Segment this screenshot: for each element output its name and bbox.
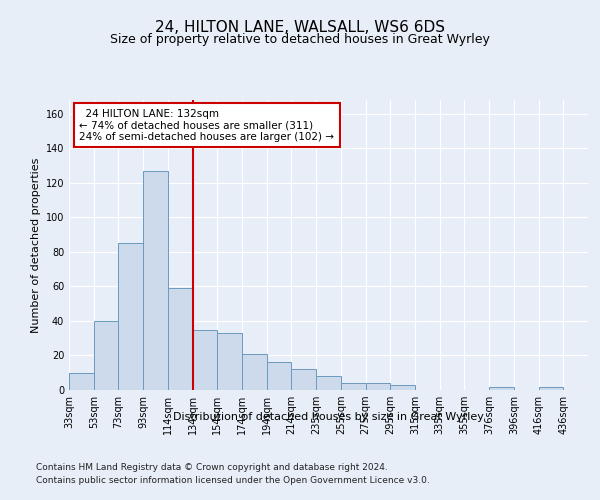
Bar — [193, 330, 217, 390]
Bar — [168, 288, 193, 390]
Bar — [143, 171, 168, 390]
Bar — [118, 244, 143, 390]
Text: Distribution of detached houses by size in Great Wyrley: Distribution of detached houses by size … — [173, 412, 484, 422]
Bar — [341, 383, 365, 390]
Bar — [242, 354, 267, 390]
Bar — [539, 386, 563, 390]
Bar — [316, 376, 341, 390]
Text: Contains public sector information licensed under the Open Government Licence v3: Contains public sector information licen… — [36, 476, 430, 485]
Text: Size of property relative to detached houses in Great Wyrley: Size of property relative to detached ho… — [110, 32, 490, 46]
Bar — [267, 362, 292, 390]
Text: Contains HM Land Registry data © Crown copyright and database right 2024.: Contains HM Land Registry data © Crown c… — [36, 462, 388, 471]
Bar — [217, 333, 242, 390]
Bar — [365, 383, 390, 390]
Bar — [489, 386, 514, 390]
Bar — [390, 385, 415, 390]
Bar — [94, 321, 118, 390]
Bar — [292, 370, 316, 390]
Bar — [69, 372, 94, 390]
Y-axis label: Number of detached properties: Number of detached properties — [31, 158, 41, 332]
Text: 24 HILTON LANE: 132sqm  
← 74% of detached houses are smaller (311)
24% of semi-: 24 HILTON LANE: 132sqm ← 74% of detached… — [79, 108, 334, 142]
Text: 24, HILTON LANE, WALSALL, WS6 6DS: 24, HILTON LANE, WALSALL, WS6 6DS — [155, 20, 445, 35]
